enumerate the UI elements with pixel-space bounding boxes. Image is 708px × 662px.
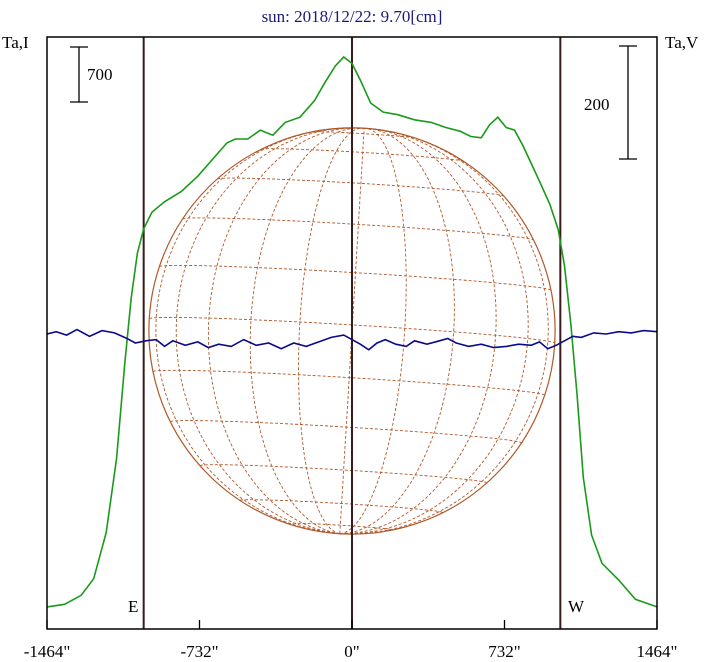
x-axis: -1464" -732" 0" 732" 1464" xyxy=(24,620,678,661)
limb-marker-west: W xyxy=(568,597,585,616)
right-axis-label: Ta,V xyxy=(665,33,699,52)
disk-parallel xyxy=(239,499,444,513)
x-tick-label: 732" xyxy=(488,642,520,661)
disk-parallel xyxy=(148,316,556,344)
limb-marker-east: E xyxy=(128,597,138,616)
scale-bar-right: 200 xyxy=(584,45,637,160)
disk-meridian xyxy=(207,127,365,535)
disk-meridian xyxy=(339,128,365,534)
disk-parallel xyxy=(260,148,465,162)
disk-parallel xyxy=(182,217,535,241)
disk-parallel xyxy=(169,420,522,444)
disk-meridian xyxy=(175,127,365,535)
left-axis-label: Ta,I xyxy=(2,33,29,52)
scale-bar-left-label: 700 xyxy=(87,65,113,84)
series-line-stokes-v xyxy=(46,328,658,351)
chart-title: sun: 2018/12/22: 9.70[cm] xyxy=(262,7,443,26)
x-tick-label: -1464" xyxy=(24,642,71,661)
scale-bar-right-label: 200 xyxy=(584,95,610,114)
disk-parallel xyxy=(310,131,417,139)
disk-parallel xyxy=(152,369,546,396)
solar-disk-grid xyxy=(148,127,556,535)
disk-parallel xyxy=(287,522,394,531)
x-tick-label: -732" xyxy=(180,642,218,661)
disk-parallel xyxy=(158,264,552,291)
disk-meridian xyxy=(339,127,407,535)
series-line-stokes-i xyxy=(46,55,658,608)
x-tick-label: 0" xyxy=(344,642,359,661)
x-tick-label: 1464" xyxy=(637,642,678,661)
scale-bar-left: 700 xyxy=(70,46,113,103)
